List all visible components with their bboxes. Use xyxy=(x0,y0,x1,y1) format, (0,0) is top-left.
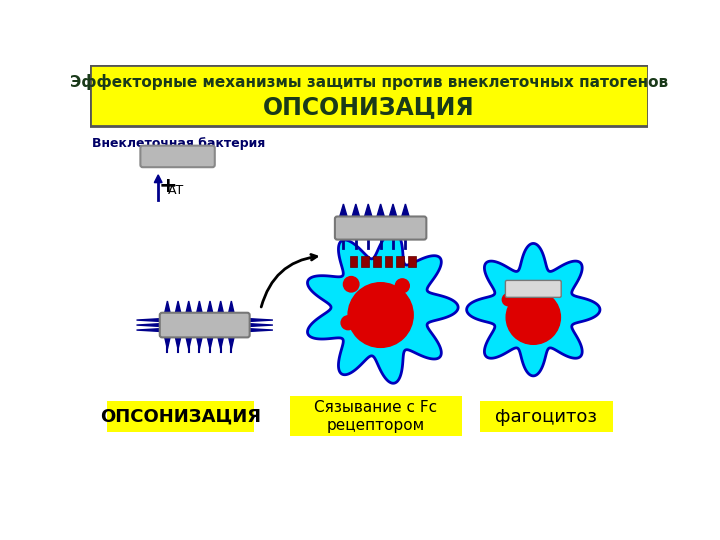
Polygon shape xyxy=(137,319,162,321)
Polygon shape xyxy=(364,204,372,219)
Polygon shape xyxy=(217,335,224,349)
Circle shape xyxy=(348,283,413,347)
Circle shape xyxy=(503,294,515,306)
Polygon shape xyxy=(217,301,224,315)
Text: Сязывание с Fc
рецептором: Сязывание с Fc рецептором xyxy=(315,401,438,433)
Polygon shape xyxy=(307,232,458,383)
FancyBboxPatch shape xyxy=(140,146,215,167)
Polygon shape xyxy=(248,323,273,327)
FancyBboxPatch shape xyxy=(505,280,561,298)
FancyBboxPatch shape xyxy=(160,313,250,338)
Polygon shape xyxy=(196,301,202,315)
Polygon shape xyxy=(377,204,385,219)
Bar xyxy=(107,401,254,432)
Polygon shape xyxy=(196,335,202,349)
Text: фагоцитоз: фагоцитоз xyxy=(495,408,598,426)
Bar xyxy=(408,256,415,267)
Text: ОПСОНИЗАЦИЯ: ОПСОНИЗАЦИЯ xyxy=(100,408,261,426)
Polygon shape xyxy=(154,175,162,183)
Circle shape xyxy=(341,316,355,330)
Polygon shape xyxy=(389,204,397,219)
Bar xyxy=(290,396,462,436)
Polygon shape xyxy=(186,301,192,315)
Polygon shape xyxy=(248,328,273,332)
Polygon shape xyxy=(186,335,192,349)
Polygon shape xyxy=(351,204,360,219)
Bar xyxy=(90,65,648,126)
Polygon shape xyxy=(164,335,171,349)
Bar xyxy=(361,256,369,267)
Polygon shape xyxy=(175,301,181,315)
FancyBboxPatch shape xyxy=(335,217,426,240)
Text: АТ: АТ xyxy=(168,184,184,197)
Polygon shape xyxy=(207,335,213,349)
Circle shape xyxy=(343,276,359,292)
Polygon shape xyxy=(164,301,171,315)
Polygon shape xyxy=(137,328,162,332)
Polygon shape xyxy=(137,323,162,327)
Polygon shape xyxy=(228,335,235,349)
Bar xyxy=(373,256,381,267)
Polygon shape xyxy=(207,301,213,315)
Text: Эффекторные механизмы защиты против внеклеточных патогенов: Эффекторные механизмы защиты против внек… xyxy=(70,74,668,90)
Bar xyxy=(480,401,613,432)
Text: ОПСОНИЗАЦИЯ: ОПСОНИЗАЦИЯ xyxy=(264,95,474,119)
Polygon shape xyxy=(401,204,410,219)
Text: Внеклеточная бактерия: Внеклеточная бактерия xyxy=(92,137,266,150)
Polygon shape xyxy=(228,301,235,315)
Polygon shape xyxy=(467,244,600,376)
Circle shape xyxy=(506,291,560,345)
Polygon shape xyxy=(339,204,348,219)
Circle shape xyxy=(395,279,409,293)
Bar xyxy=(350,256,357,267)
Text: +: + xyxy=(158,177,177,197)
Bar xyxy=(396,256,404,267)
Polygon shape xyxy=(248,319,273,321)
Polygon shape xyxy=(175,335,181,349)
Bar xyxy=(384,256,392,267)
